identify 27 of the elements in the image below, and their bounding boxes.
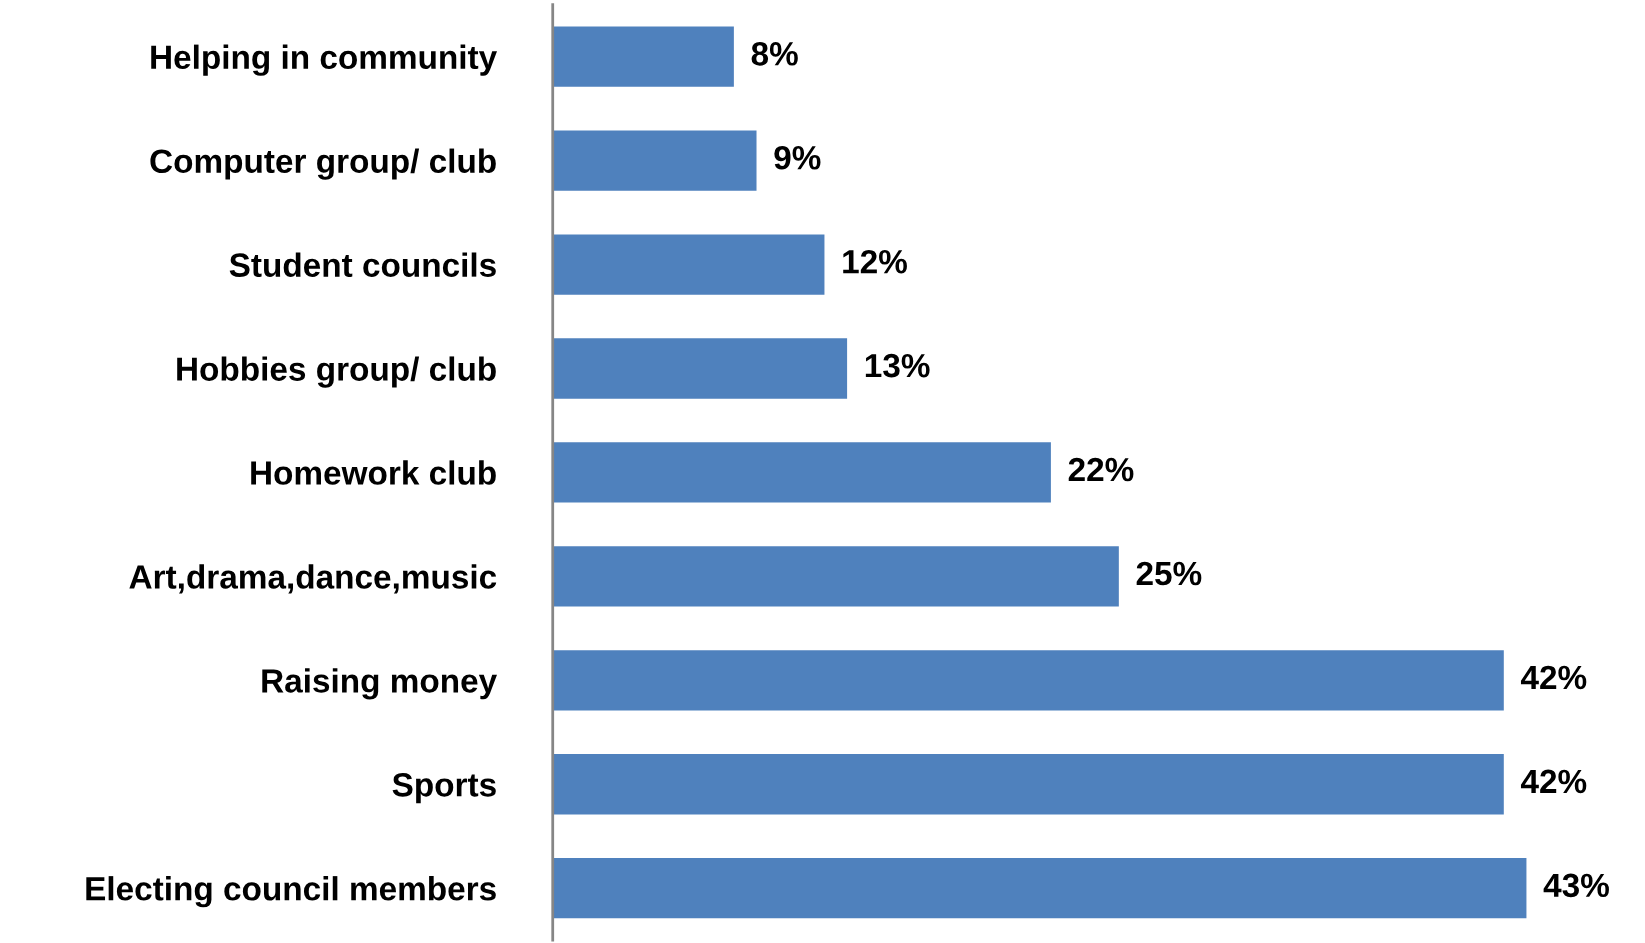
y-tick-label: Helping in community — [151, 44, 498, 76]
bar — [552, 650, 1504, 711]
y-tick-label: Sports — [392, 773, 496, 804]
y-tick-label: Art,drama,dance,music — [129, 564, 497, 594]
bar — [552, 754, 1504, 815]
bar — [552, 234, 825, 295]
y-tick-label: Student councils — [229, 252, 496, 277]
data-label: 12% — [843, 249, 907, 274]
data-label: 13% — [865, 353, 930, 378]
bar — [552, 26, 734, 87]
data-label: 42% — [1520, 769, 1587, 794]
data-label: 42% — [1520, 665, 1587, 690]
bar — [552, 338, 848, 399]
data-label: 22% — [1068, 457, 1134, 482]
y-tick-label: Homework club — [251, 460, 496, 485]
y-tick-label: Electing council members — [86, 876, 496, 908]
y-tick-label: Computer group/ club — [150, 148, 496, 180]
y-tick-label: Hobbies group/ club — [177, 356, 496, 388]
data-label: 25% — [1136, 561, 1202, 586]
bar — [552, 858, 1527, 919]
data-label: 43% — [1543, 873, 1609, 898]
bar — [552, 130, 757, 191]
y-tick-label: Raising money — [262, 668, 497, 700]
data-label: 8% — [751, 42, 798, 66]
bar — [552, 442, 1051, 503]
data-label: 9% — [774, 145, 821, 170]
bar — [552, 546, 1119, 607]
